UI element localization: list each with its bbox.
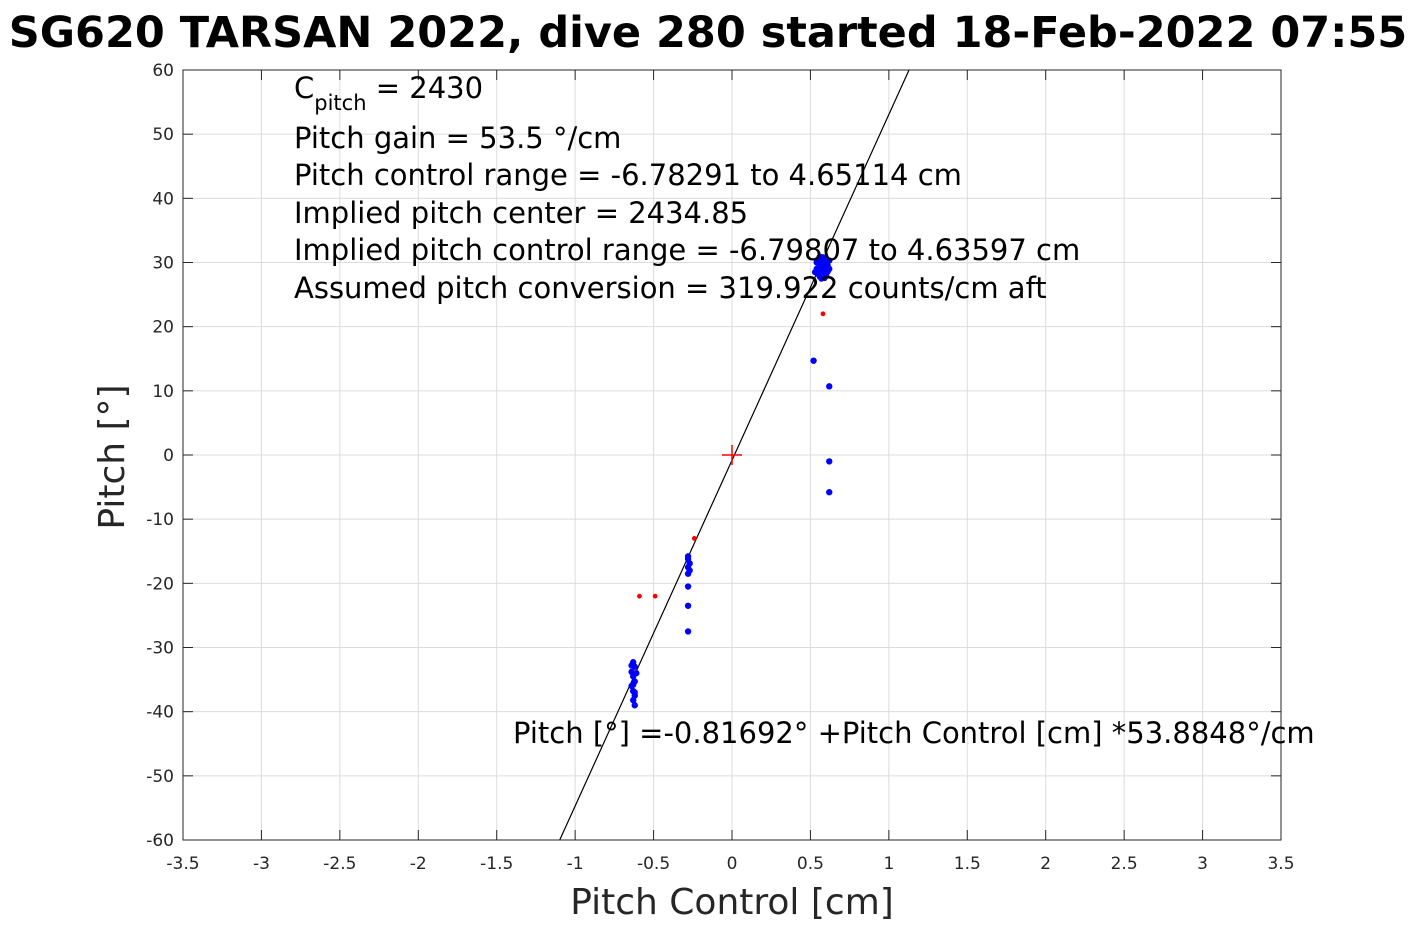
blue-data-point <box>628 662 635 669</box>
y-tick-label: -30 <box>146 639 174 659</box>
c-pitch-symbol: C <box>294 71 314 105</box>
blue-data-point <box>826 383 833 390</box>
x-tick-label: 1 <box>883 854 894 874</box>
annotation-implied-center: Implied pitch center = 2434.85 <box>294 196 748 230</box>
blue-data-point <box>684 570 692 577</box>
blue-data-point <box>631 689 638 696</box>
c-pitch-subscript: pitch <box>314 91 366 115</box>
blue-data-point <box>810 357 817 364</box>
blue-data-point <box>629 696 637 704</box>
x-tick-label: 3.5 <box>1267 854 1294 874</box>
x-tick-label: -0.5 <box>637 854 670 874</box>
x-tick-label: 3 <box>1197 854 1208 874</box>
y-tick-label: 50 <box>152 125 174 145</box>
y-tick-label: -20 <box>146 574 174 594</box>
blue-data-point <box>631 702 638 709</box>
x-axis-label: Pitch Control [cm] <box>570 882 894 923</box>
annotation-control-range: Pitch control range = -6.78291 to 4.6511… <box>294 158 962 192</box>
y-tick-label: -60 <box>146 831 174 851</box>
y-tick-label: 10 <box>152 382 174 402</box>
x-tick-label: 1.5 <box>954 854 981 874</box>
y-tick-label: 40 <box>152 189 174 209</box>
annotation-implied-range: Implied pitch control range = -6.79807 t… <box>294 233 1080 267</box>
chart-title: SG620 TARSAN 2022, dive 280 started 18-F… <box>9 8 1407 58</box>
x-tick-label: -1.5 <box>480 854 513 874</box>
red-data-point <box>652 593 658 599</box>
x-tick-label: 2 <box>1040 854 1051 874</box>
x-tick-label: 0.5 <box>797 854 824 874</box>
y-tick-label: 30 <box>152 254 174 274</box>
y-tick-label: 20 <box>152 318 174 338</box>
blue-data-point <box>813 259 820 266</box>
axis-ticks: -3.5 -3 -2.5 -2 -1.5 -1 -0.5 0 0.5 1 1.5 2 2.5 3 3.5 60… <box>146 61 1294 874</box>
blue-data-point <box>811 268 819 276</box>
blue-data-point <box>826 265 833 273</box>
y-axis-label: Pitch [°] <box>92 384 133 529</box>
red-data-point <box>691 536 697 541</box>
x-tick-label: -2.5 <box>323 854 356 874</box>
annotation-c-pitch: Cpitch = 2430 <box>294 71 483 115</box>
y-tick-label: 60 <box>152 61 174 81</box>
center-marker-layer <box>722 445 742 465</box>
blue-data-point <box>684 583 692 590</box>
blue-data-point <box>684 628 692 635</box>
blue-data-point <box>826 458 833 465</box>
blue-data-point <box>816 253 824 260</box>
y-tick-label: -40 <box>146 703 174 723</box>
c-pitch-value: = 2430 <box>367 71 484 105</box>
blue-data-point <box>629 681 637 688</box>
blue-data-point <box>826 257 833 264</box>
x-tick-label: -3 <box>253 854 270 874</box>
red-data-point <box>637 593 642 599</box>
red-data-point <box>820 311 826 317</box>
annotation-conversion: Assumed pitch conversion = 319.922 count… <box>294 271 1047 305</box>
blue-data-point <box>818 275 825 282</box>
y-tick-label: -10 <box>146 510 174 530</box>
y-tick-label: -50 <box>146 767 174 787</box>
x-tick-label: 0 <box>727 854 738 874</box>
x-tick-label: 2.5 <box>1111 854 1138 874</box>
x-tick-label: -2 <box>410 854 427 874</box>
annotation-pitch-gain: Pitch gain = 53.5 °/cm <box>294 121 621 155</box>
blue-data-point <box>821 260 828 267</box>
x-tick-label: -1 <box>567 854 584 874</box>
blue-data-point <box>684 602 692 609</box>
blue-data-point <box>633 669 640 677</box>
data-points <box>628 253 833 709</box>
y-tick-label: 0 <box>163 446 174 466</box>
x-tick-label: -3.5 <box>166 854 199 874</box>
annotation-fit-equation: Pitch [°] =-0.81692° +Pitch Control [cm]… <box>513 716 1315 750</box>
blue-data-point <box>826 489 833 496</box>
